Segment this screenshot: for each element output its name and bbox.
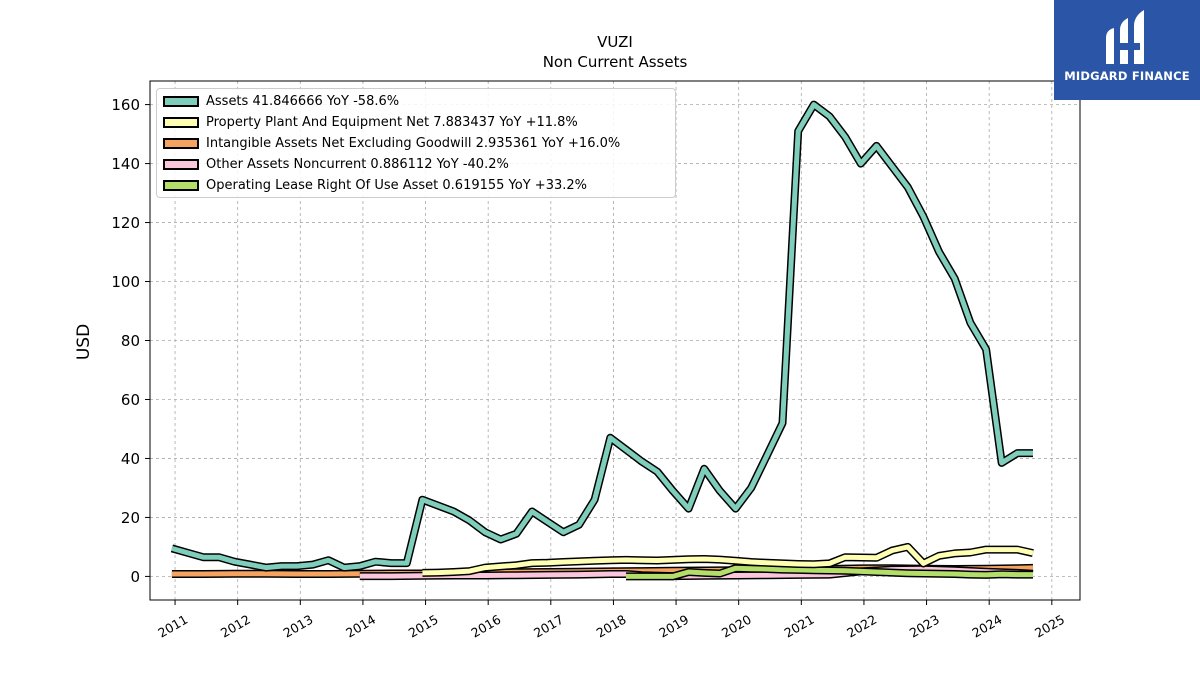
logo-text: MIDGARD FINANCE [1064, 69, 1190, 83]
legend-label-ppe: Property Plant And Equipment Net 7.88343… [206, 114, 578, 130]
x-tick-label: 2024 [969, 612, 1004, 641]
legend-swatch-assets [163, 95, 199, 107]
y-tick-label: 40 [121, 450, 140, 468]
y-tick-label: 0 [130, 568, 140, 586]
legend-swatch-intangibles [163, 137, 199, 149]
y-tick-label: 60 [121, 391, 140, 409]
chart-title: VUZI [597, 33, 633, 51]
legend-label-operating-lease: Operating Lease Right Of Use Asset 0.619… [206, 177, 587, 193]
x-tick-label: 2012 [218, 612, 253, 641]
series-line-assets [171, 102, 1033, 571]
y-axis-label: USD [74, 323, 94, 361]
x-tick-label: 2011 [155, 612, 190, 641]
x-tick-label: 2025 [1032, 612, 1067, 641]
x-tick-label: 2016 [468, 612, 503, 641]
legend-swatch-other-assets [163, 158, 199, 170]
legend-swatch-operating-lease [163, 179, 199, 191]
x-tick-label: 2023 [907, 612, 942, 641]
y-tick-label: 80 [121, 332, 140, 350]
x-tick-label: 2019 [656, 612, 691, 641]
legend-item-ppe: Property Plant And Equipment Net 7.88343… [163, 113, 578, 131]
chart-subtitle: Non Current Assets [542, 53, 688, 71]
series-line-property-plant-and-equipment-net [422, 544, 1034, 576]
x-tick-label: 2020 [719, 612, 754, 641]
y-tick-label: 100 [111, 273, 140, 291]
legend-item-intangibles: Intangible Assets Net Excluding Goodwill… [163, 134, 620, 152]
y-tick-label: 160 [111, 96, 140, 114]
midgard-logo-icon [1106, 10, 1144, 64]
x-tick-label: 2013 [281, 612, 316, 641]
legend-label-intangibles: Intangible Assets Net Excluding Goodwill… [206, 135, 621, 151]
legend-label-assets: Assets 41.846666 YoY -58.6% [206, 93, 400, 109]
legend: Assets 41.846666 YoY -58.6% Property Pla… [156, 88, 676, 198]
y-tick-label: 120 [111, 214, 140, 232]
legend-item-assets: Assets 41.846666 YoY -58.6% [163, 92, 399, 110]
x-tick-label: 2018 [594, 612, 629, 641]
y-tick-label: 20 [121, 509, 140, 527]
x-tick-label: 2021 [782, 612, 817, 641]
series-line-operating-lease-right-of-use-asset [626, 565, 1033, 579]
legend-item-operating-lease: Operating Lease Right Of Use Asset 0.619… [163, 176, 587, 194]
legend-label-other-assets: Other Assets Noncurrent 0.886112 YoY -40… [206, 156, 509, 172]
x-tick-label: 2014 [343, 612, 378, 641]
y-tick-label: 140 [111, 155, 140, 173]
legend-swatch-ppe [163, 116, 199, 128]
series-layer [170, 100, 1034, 581]
x-tick-label: 2022 [844, 612, 879, 641]
legend-item-other-assets: Other Assets Noncurrent 0.886112 YoY -40… [163, 155, 509, 173]
x-tick-label: 2015 [406, 612, 441, 641]
midgard-finance-logo: MIDGARD FINANCE [1054, 0, 1200, 100]
x-tick-label: 2017 [531, 612, 566, 641]
